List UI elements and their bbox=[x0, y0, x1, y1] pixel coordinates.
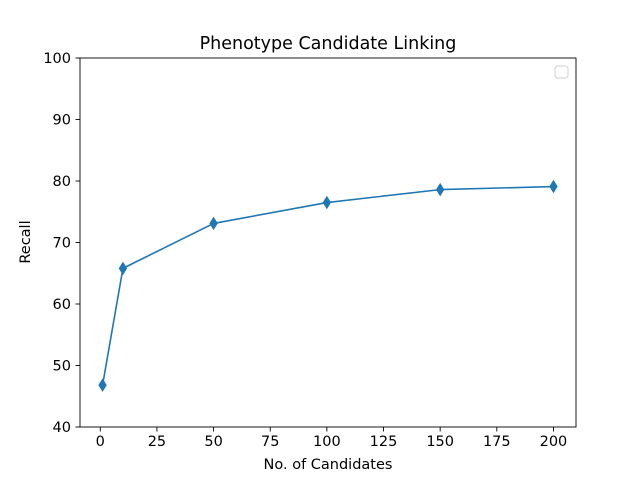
data-point bbox=[322, 195, 332, 210]
y-axis-label: Recall bbox=[18, 220, 34, 263]
y-tick-label: 80 bbox=[53, 174, 71, 190]
data-point bbox=[435, 182, 445, 197]
plot-area: 0 25 50 75 100 125 150 175 200 40 50 60 70 80 90 100 bbox=[43, 51, 577, 450]
legend-box bbox=[554, 65, 569, 79]
y-tick-label: 50 bbox=[53, 359, 71, 375]
data-point bbox=[209, 216, 218, 231]
y-tick-label: 70 bbox=[53, 236, 71, 252]
data-point bbox=[118, 261, 128, 276]
x-tick-label: 200 bbox=[540, 434, 568, 450]
y-tick-label: 40 bbox=[53, 420, 71, 436]
y-tick-label: 100 bbox=[43, 51, 71, 67]
x-axis-label: No. of Candidates bbox=[264, 457, 393, 473]
x-tick-label: 100 bbox=[313, 434, 341, 450]
x-tick-label: 125 bbox=[370, 434, 398, 450]
series-line bbox=[101, 185, 555, 386]
axes-frame bbox=[79, 57, 577, 428]
x-tick-label: 0 bbox=[96, 434, 105, 450]
data-point bbox=[549, 179, 558, 194]
x-tick-label: 150 bbox=[426, 434, 454, 450]
x-tick-label: 175 bbox=[483, 434, 511, 450]
y-tick-label: 90 bbox=[53, 113, 71, 129]
x-tick-label: 25 bbox=[148, 434, 166, 450]
x-tick-label: 75 bbox=[261, 434, 279, 450]
data-point bbox=[98, 378, 107, 392]
chart-title: Phenotype Candidate Linking bbox=[200, 34, 457, 54]
y-tick-label: 60 bbox=[53, 297, 71, 313]
x-tick-label: 50 bbox=[204, 434, 222, 450]
